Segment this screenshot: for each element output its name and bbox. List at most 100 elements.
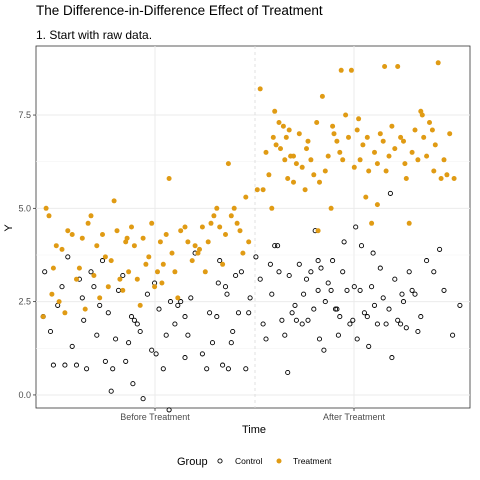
control-point xyxy=(140,396,146,402)
control-point xyxy=(235,310,242,316)
legend-label-control: Control xyxy=(235,456,263,466)
control-point xyxy=(406,269,412,275)
treatment-point xyxy=(338,67,344,73)
treatment-point xyxy=(334,138,340,144)
treatment-point xyxy=(137,302,143,308)
control-point xyxy=(91,284,97,290)
control-point xyxy=(131,317,137,323)
control-point xyxy=(113,336,119,342)
control-point xyxy=(263,336,269,342)
y-tick-label: 0.0 xyxy=(18,390,31,400)
treatment-point xyxy=(82,306,88,312)
control-point xyxy=(286,272,292,279)
control-point xyxy=(243,366,249,372)
treatment-point xyxy=(374,161,380,167)
control-point xyxy=(293,317,299,323)
treatment-points xyxy=(40,60,457,320)
treatment-point xyxy=(160,261,166,267)
treatment-point xyxy=(88,213,94,219)
x-tick-label: Before Treatment xyxy=(120,412,190,422)
control-point xyxy=(389,355,395,361)
treatment-point xyxy=(131,243,137,249)
control-point xyxy=(137,328,143,335)
control-point xyxy=(279,317,285,323)
treatment-point xyxy=(91,273,97,278)
treatment-point xyxy=(282,157,288,163)
treatment-point xyxy=(211,213,217,219)
control-point xyxy=(42,269,48,275)
control-point xyxy=(409,287,415,293)
control-point xyxy=(322,299,328,305)
treatment-point xyxy=(435,60,441,66)
treatment-point xyxy=(126,269,132,275)
control-point xyxy=(437,246,443,252)
control-point xyxy=(260,321,266,327)
treatment-point xyxy=(62,310,68,316)
control-point xyxy=(330,258,336,264)
treatment-point xyxy=(214,205,220,211)
treatment-point xyxy=(451,176,457,181)
treatment-point xyxy=(208,220,214,226)
control-point xyxy=(220,362,226,368)
control-point xyxy=(334,306,340,312)
control-point xyxy=(374,321,380,327)
treatment-point xyxy=(419,112,425,118)
treatment-point xyxy=(217,224,223,230)
treatment-point xyxy=(105,284,111,290)
treatment-point xyxy=(50,265,56,271)
treatment-point xyxy=(53,243,59,249)
control-point xyxy=(207,310,213,316)
treatment-point xyxy=(254,187,260,193)
treatment-point xyxy=(269,205,275,211)
treatment-point xyxy=(157,239,163,245)
control-point xyxy=(224,291,230,297)
treatment-point xyxy=(432,142,438,148)
control-point xyxy=(214,314,220,320)
treatment-point xyxy=(366,168,372,174)
treatment-point xyxy=(100,232,105,237)
treatment-point xyxy=(189,258,195,264)
treatment-point xyxy=(314,120,320,125)
control-point xyxy=(272,243,278,249)
control-point xyxy=(178,299,184,305)
control-point xyxy=(415,328,421,335)
treatment-point xyxy=(438,176,444,181)
treatment-point xyxy=(412,127,418,133)
treatment-point xyxy=(331,131,337,137)
treatment-point xyxy=(322,168,328,174)
control-point xyxy=(182,355,188,361)
treatment-point xyxy=(337,149,343,155)
treatment-point xyxy=(43,205,49,211)
treatment-point xyxy=(257,86,263,92)
control-point xyxy=(354,336,360,342)
legend-title: Group xyxy=(177,456,208,468)
control-point xyxy=(315,287,321,293)
treatment-point xyxy=(129,224,134,230)
control-point xyxy=(276,269,282,275)
control-point xyxy=(308,269,314,275)
control-point xyxy=(412,291,418,297)
control-point xyxy=(347,321,353,327)
control-point xyxy=(282,332,288,338)
treatment-point xyxy=(272,108,278,114)
treatment-point xyxy=(49,291,55,297)
control-point xyxy=(188,295,194,301)
control-point xyxy=(377,265,383,271)
treatment-point xyxy=(403,176,409,181)
control-point xyxy=(84,366,90,372)
control-point xyxy=(172,321,178,327)
treatment-point xyxy=(155,269,160,275)
treatment-point xyxy=(205,239,211,245)
control-point xyxy=(182,314,188,320)
control-point xyxy=(247,295,253,301)
control-point xyxy=(299,321,305,327)
treatment-point xyxy=(273,142,279,148)
control-point xyxy=(358,243,365,249)
control-point xyxy=(387,190,393,196)
treatment-point xyxy=(357,157,363,163)
treatment-point xyxy=(346,134,351,140)
control-point xyxy=(126,340,132,346)
treatment-point xyxy=(225,161,231,167)
legend-label-treatment: Treatment xyxy=(293,456,332,466)
